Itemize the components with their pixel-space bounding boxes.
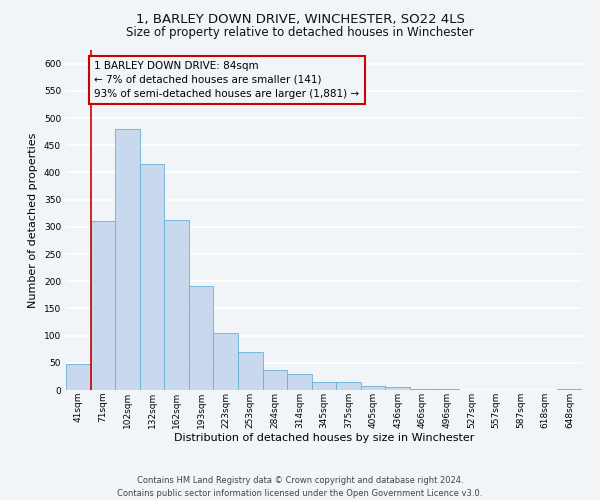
Bar: [336, 382, 361, 390]
Bar: [91, 221, 115, 390]
Text: Contains HM Land Registry data © Crown copyright and database right 2024.
Contai: Contains HM Land Registry data © Crown c…: [118, 476, 482, 498]
Text: Size of property relative to detached houses in Winchester: Size of property relative to detached ho…: [126, 26, 474, 39]
Bar: [238, 352, 263, 390]
Y-axis label: Number of detached properties: Number of detached properties: [28, 132, 38, 308]
X-axis label: Distribution of detached houses by size in Winchester: Distribution of detached houses by size …: [174, 434, 474, 444]
Bar: [385, 388, 410, 390]
Bar: [164, 220, 189, 390]
Text: 1 BARLEY DOWN DRIVE: 84sqm
← 7% of detached houses are smaller (141)
93% of semi: 1 BARLEY DOWN DRIVE: 84sqm ← 7% of detac…: [94, 61, 359, 99]
Text: 1, BARLEY DOWN DRIVE, WINCHESTER, SO22 4LS: 1, BARLEY DOWN DRIVE, WINCHESTER, SO22 4…: [136, 12, 464, 26]
Bar: [361, 386, 385, 390]
Bar: [410, 389, 434, 390]
Bar: [140, 164, 164, 390]
Bar: [214, 333, 238, 390]
Bar: [66, 364, 91, 390]
Bar: [263, 370, 287, 390]
Bar: [115, 129, 140, 390]
Bar: [287, 374, 312, 390]
Bar: [312, 382, 336, 390]
Bar: [189, 286, 214, 390]
